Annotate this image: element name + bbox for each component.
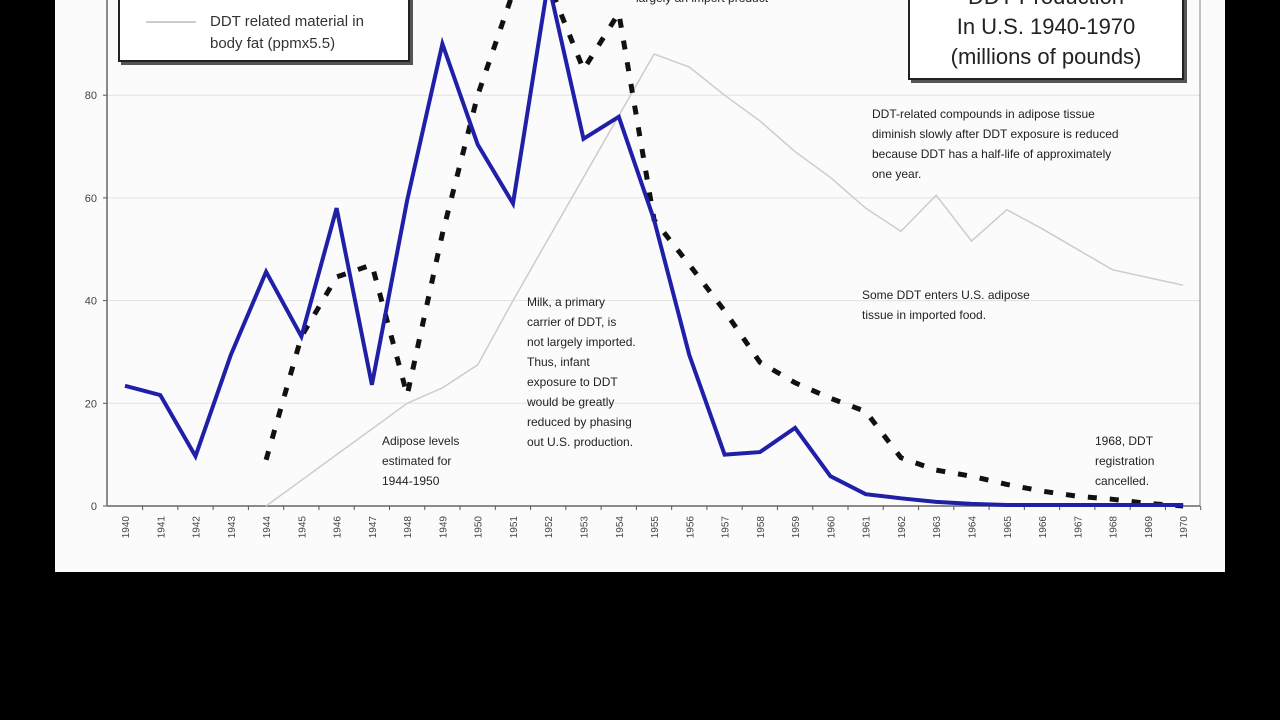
x-tick-label: 1946 [333, 516, 344, 539]
x-tick-label: 1961 [862, 516, 873, 539]
x-tick-label: 1944 [262, 516, 273, 539]
x-tick-label: 1968 [1109, 516, 1120, 539]
x-tick-label: 1963 [932, 516, 943, 539]
annotation-line: would be greatly [527, 395, 615, 409]
title-box: DDT Production In U.S. 1940-1970 (millio… [908, 0, 1184, 80]
x-tick-label: 1949 [438, 516, 449, 539]
annotation-line: 1944-1950 [382, 474, 440, 488]
legend-label-line: DDT related material in [210, 13, 364, 30]
annotation-line: exposure to DDT [527, 375, 618, 389]
annotation-milk: Milk, a primary carrier of DDT, is not lar… [527, 292, 636, 452]
annotation-import-product: largely an import product [636, 0, 768, 8]
series-line-production [124, 0, 1184, 507]
annotation-line: Thus, infant [527, 355, 590, 369]
x-tick-label: 1950 [474, 516, 485, 539]
annotation-line: DDT-related compounds in adipose tissue [872, 107, 1095, 121]
chart-svg: 0 20 40 60 80 1940 1941 1942 1943 1944 1945 1946 194… [85, 0, 1202, 539]
annotation-line: reduced by phasing [527, 415, 632, 429]
x-tick-label: 1964 [967, 516, 978, 539]
x-tick-label: 1942 [192, 516, 203, 539]
annotation-line: cancelled. [1095, 474, 1150, 488]
annotation-line: because DDT has a half-life of approxima… [872, 147, 1112, 161]
x-tick-label: 1957 [721, 516, 732, 539]
x-tick-label: 1952 [544, 516, 555, 539]
legend-swatch-body-fat [146, 21, 196, 23]
x-tick-label: 1958 [756, 516, 767, 539]
chart-title-line: DDT Production [910, 0, 1182, 12]
x-tick-label: 1966 [1038, 516, 1049, 539]
chart-panel: 0 20 40 60 80 1940 1941 1942 1943 1944 1945 1946 194… [55, 0, 1225, 572]
chart-title-line: In U.S. 1940-1970 [956, 14, 1136, 39]
y-tick-label: 60 [85, 193, 97, 205]
annotation-line: not largely imported. [527, 335, 636, 349]
x-tick-label: 1953 [580, 516, 591, 539]
annotation-imported-food: Some DDT enters U.S. adipose tissue in im… [862, 285, 1030, 325]
annotation-line: out U.S. production. [527, 435, 634, 449]
series-line-body-fat [265, 53, 1184, 507]
annotation-line: Some DDT enters U.S. adipose [862, 288, 1030, 302]
annotation-adipose-estimated: Adipose levels estimated for 1944-1950 [382, 431, 459, 491]
x-tick-label: 1941 [156, 516, 167, 539]
y-tick-label: 80 [85, 90, 97, 102]
annotation-line: Milk, a primary [527, 295, 606, 309]
annotation-line: estimated for [382, 454, 452, 468]
x-tick-label: 1940 [121, 516, 132, 539]
x-tick-label: 1955 [650, 516, 661, 539]
x-tick-label: 1960 [826, 516, 837, 539]
annotation-line: diminish slowly after DDT exposure is re… [872, 127, 1119, 141]
x-tick-label: 1948 [403, 516, 414, 539]
chart-title-line: (millions of pounds) [950, 44, 1142, 69]
annotation-half-life: DDT-related compounds in adipose tissue d… [872, 104, 1119, 184]
x-tick-label: 1943 [227, 516, 238, 539]
annotation-line: tissue in imported food. [862, 308, 987, 322]
series-line-adipose-estimated [263, 0, 1184, 509]
x-tick-label: 1951 [509, 516, 520, 539]
annotation-line: registration [1095, 454, 1155, 468]
x-tick-label: 1945 [297, 516, 308, 539]
legend-label-line: body fat (ppmx5.5) [210, 35, 336, 52]
annotation-line: carrier of DDT, is [527, 315, 617, 329]
annotation-line: one year. [872, 167, 922, 181]
x-tick-label: 1956 [685, 516, 696, 539]
x-tick-label: 1959 [791, 516, 802, 539]
x-tick-label: 1970 [1179, 516, 1190, 539]
y-tick-label: 20 [85, 398, 97, 410]
x-tick-label: 1965 [1003, 516, 1014, 539]
annotation-line: 1968, DDT [1095, 434, 1154, 448]
x-tick-label: 1947 [368, 516, 379, 539]
y-tick-label: 0 [91, 501, 97, 513]
annotation-line: Adipose levels [382, 434, 460, 448]
y-tick-label: 40 [85, 296, 97, 308]
x-tick-label: 1969 [1144, 516, 1155, 539]
x-tick-label: 1962 [897, 516, 908, 539]
x-tick-label: 1954 [615, 516, 626, 539]
legend-box: DDT related material in body fat (ppmx5.… [118, 0, 410, 62]
annotation-line: largely an import product [636, 0, 768, 8]
x-tick-label: 1967 [1073, 516, 1084, 539]
annotation-registration: 1968, DDT registration cancelled. [1095, 431, 1154, 491]
